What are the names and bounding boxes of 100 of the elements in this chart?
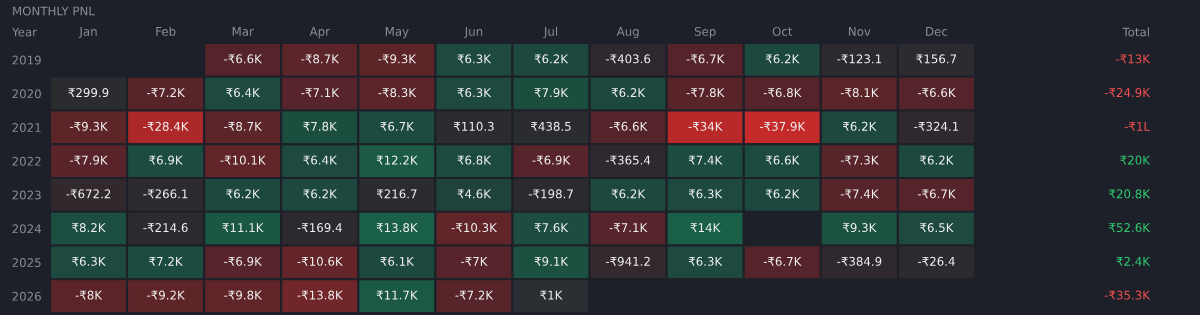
data-label: -₹7.4K — [840, 189, 879, 199]
data-label: -₹9.3K — [378, 54, 417, 64]
data-label: -₹34K — [688, 121, 723, 131]
data-label: -₹9.8K — [224, 290, 263, 300]
data-label: -₹13.8K — [297, 290, 343, 300]
data-label: -₹37.9K — [759, 121, 806, 131]
data-label: -₹8.7K — [301, 54, 340, 64]
data-label: ₹9.1K — [534, 256, 569, 266]
data-label: -₹8.7K — [224, 121, 263, 131]
data-label: ₹7.4K — [688, 155, 723, 165]
data-label: ₹6.2K — [303, 189, 338, 199]
data-label: -₹403.6 — [605, 54, 651, 64]
data-label: -₹214.6 — [143, 223, 188, 233]
data-label: -₹7.1K — [609, 223, 648, 232]
x-tick-label: Dec — [926, 27, 948, 36]
x-tick-label: Jan — [78, 27, 97, 39]
x-tick-label: Jul — [543, 26, 558, 39]
data-label: -₹6.6K — [917, 88, 956, 98]
data-label: ₹156.7 — [916, 54, 957, 64]
y2-tick-label: -₹1L — [1124, 122, 1150, 131]
data-label: -₹26.4 — [918, 256, 955, 266]
data-label: -₹28.4K — [143, 121, 189, 131]
data-label: ₹110.3 — [453, 121, 494, 131]
data-label: -₹8.3K — [378, 88, 417, 98]
y2-tick-label: -₹35.3K — [1104, 290, 1151, 300]
data-label: -₹6.7K — [686, 54, 725, 64]
data-label: -₹6.9K — [224, 256, 263, 266]
data-label: -₹10.3K — [451, 223, 498, 233]
data-label: ₹7.8K — [303, 121, 338, 131]
data-label: ₹6.3K — [457, 88, 492, 98]
data-label: ₹6.2K — [611, 88, 646, 98]
x-tick-label: Aug — [616, 27, 639, 39]
data-label: ₹6.9K — [149, 155, 183, 165]
y2-tick-label: ₹20.8K — [1109, 189, 1151, 199]
data-label: ₹6.2K — [611, 189, 646, 199]
data-label: -₹6.6K — [224, 54, 263, 64]
data-label: ₹6.2K — [226, 189, 260, 199]
data-label: -₹7.2K — [147, 88, 186, 97]
y-axis-title: Year — [11, 27, 37, 37]
chart-title: MONTHLY PNL — [13, 6, 95, 16]
data-label: ₹6.8K — [457, 155, 492, 165]
data-label: -₹10.1K — [220, 155, 266, 165]
data-label: ₹438.5 — [531, 121, 571, 131]
data-label: ₹6.4K — [303, 155, 338, 165]
data-label: -₹8K — [75, 290, 103, 300]
data-label: -₹672.2 — [66, 189, 111, 199]
data-label: ₹6.6K — [765, 155, 800, 165]
data-label: ₹6.2K — [765, 189, 800, 199]
data-label: ₹6.3K — [72, 256, 106, 266]
data-label: ₹6.3K — [688, 189, 723, 199]
y-tick-label: 2023 — [12, 190, 41, 200]
data-label: ₹12.2K — [376, 155, 418, 165]
data-label: -₹10.6K — [297, 256, 343, 266]
data-label: -₹7.1K — [301, 88, 340, 97]
data-label: -₹324.1 — [914, 121, 959, 131]
data-label: -₹7.2K — [455, 290, 494, 300]
data-label: -₹7K — [461, 257, 488, 266]
data-label: -₹365.4 — [605, 155, 651, 165]
y2-tick-label: ₹2.4K — [1116, 256, 1151, 266]
data-label: -₹6.6K — [609, 121, 648, 131]
data-label: ₹13.8K — [376, 223, 418, 233]
data-label: ₹7.9K — [534, 88, 569, 98]
x-tick-label: Apr — [309, 27, 330, 39]
x-tick-label: Nov — [849, 27, 871, 36]
data-label: ₹6.4K — [226, 88, 260, 98]
y2-tick-label: -₹13K — [1116, 54, 1151, 64]
data-label: -₹198.7 — [528, 189, 573, 199]
data-label: ₹6.2K — [765, 54, 800, 64]
y2-tick-label: -₹24.9K — [1104, 88, 1151, 98]
data-label: -₹7.8K — [686, 88, 725, 98]
data-label: ₹6.7K — [380, 121, 415, 131]
data-label: ₹14K — [690, 223, 721, 232]
data-label: -₹169.4 — [297, 223, 342, 233]
data-label: ₹7.2K — [149, 256, 183, 266]
y-tick-label: 2024 — [12, 224, 41, 234]
data-label: -₹9.2K — [147, 290, 186, 300]
data-label: -₹123.1 — [837, 54, 882, 64]
x-tick-label: Jun — [464, 27, 483, 39]
data-label: ₹299.9 — [68, 88, 109, 98]
data-label: -₹7.9K — [69, 155, 108, 165]
x-tick-label: Sep — [694, 26, 716, 39]
data-label: ₹6.2K — [920, 155, 954, 165]
data-label: -₹941.2 — [605, 256, 650, 266]
x-tick-label: Mar — [232, 27, 254, 36]
y-tick-label: 2020 — [12, 89, 41, 99]
data-label: -₹6.9K — [532, 155, 571, 165]
data-label: ₹6.2K — [842, 121, 877, 131]
y-tick-label: 2019 — [12, 55, 41, 65]
data-label: -₹6.7K — [917, 189, 956, 199]
x-tick-label: May — [385, 27, 409, 39]
data-label: -₹6.7K — [763, 256, 802, 266]
data-label: ₹216.7 — [376, 189, 417, 199]
data-label: -₹8.1K — [840, 88, 879, 98]
data-label: ₹6.3K — [688, 256, 723, 266]
data-label: ₹4.6K — [457, 189, 492, 199]
x-tick-label: Feb — [156, 26, 176, 36]
data-label: ₹11.1K — [222, 223, 264, 232]
data-label: -₹9.3K — [69, 121, 108, 131]
data-label: ₹7.6K — [534, 223, 569, 233]
data-label: -₹266.1 — [143, 189, 188, 199]
